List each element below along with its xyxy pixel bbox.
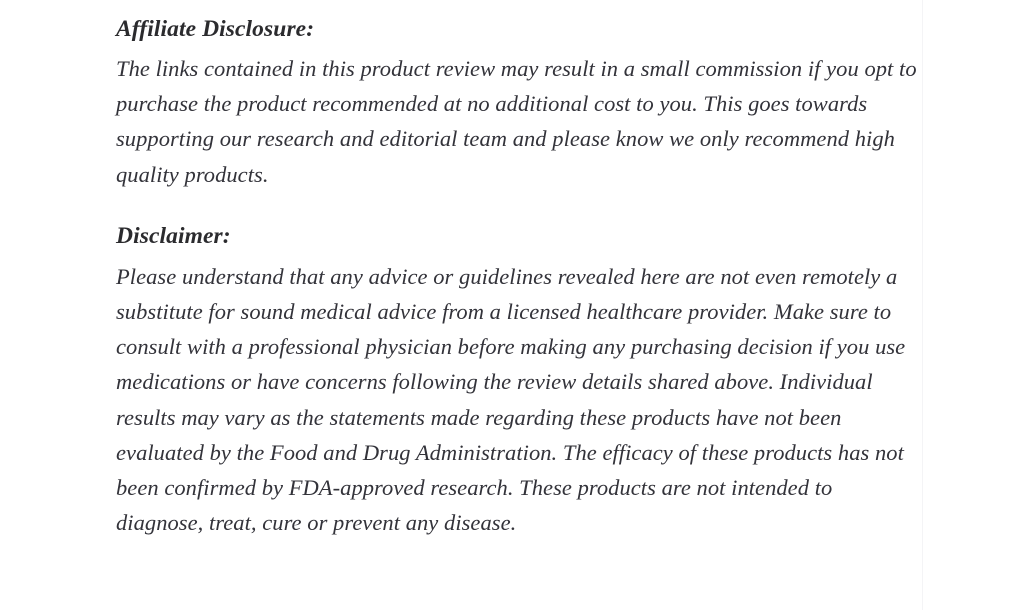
disclosure-article: Affiliate Disclosure: The links containe… [116, 0, 922, 610]
disclaimer-paragraph: Please understand that any advice or gui… [116, 263, 906, 536]
affiliate-disclosure-paragraph: The links contained in this product revi… [116, 56, 917, 187]
affiliate-disclosure-section: Affiliate Disclosure: The links containe… [116, 14, 922, 192]
disclaimer-section: Disclaimer: Please understand that any a… [116, 221, 922, 541]
affiliate-disclosure-heading: Affiliate Disclosure: [116, 16, 315, 42]
content-column-rule [922, 0, 923, 610]
disclaimer-heading: Disclaimer: [116, 222, 231, 249]
section-spacer [116, 192, 922, 221]
